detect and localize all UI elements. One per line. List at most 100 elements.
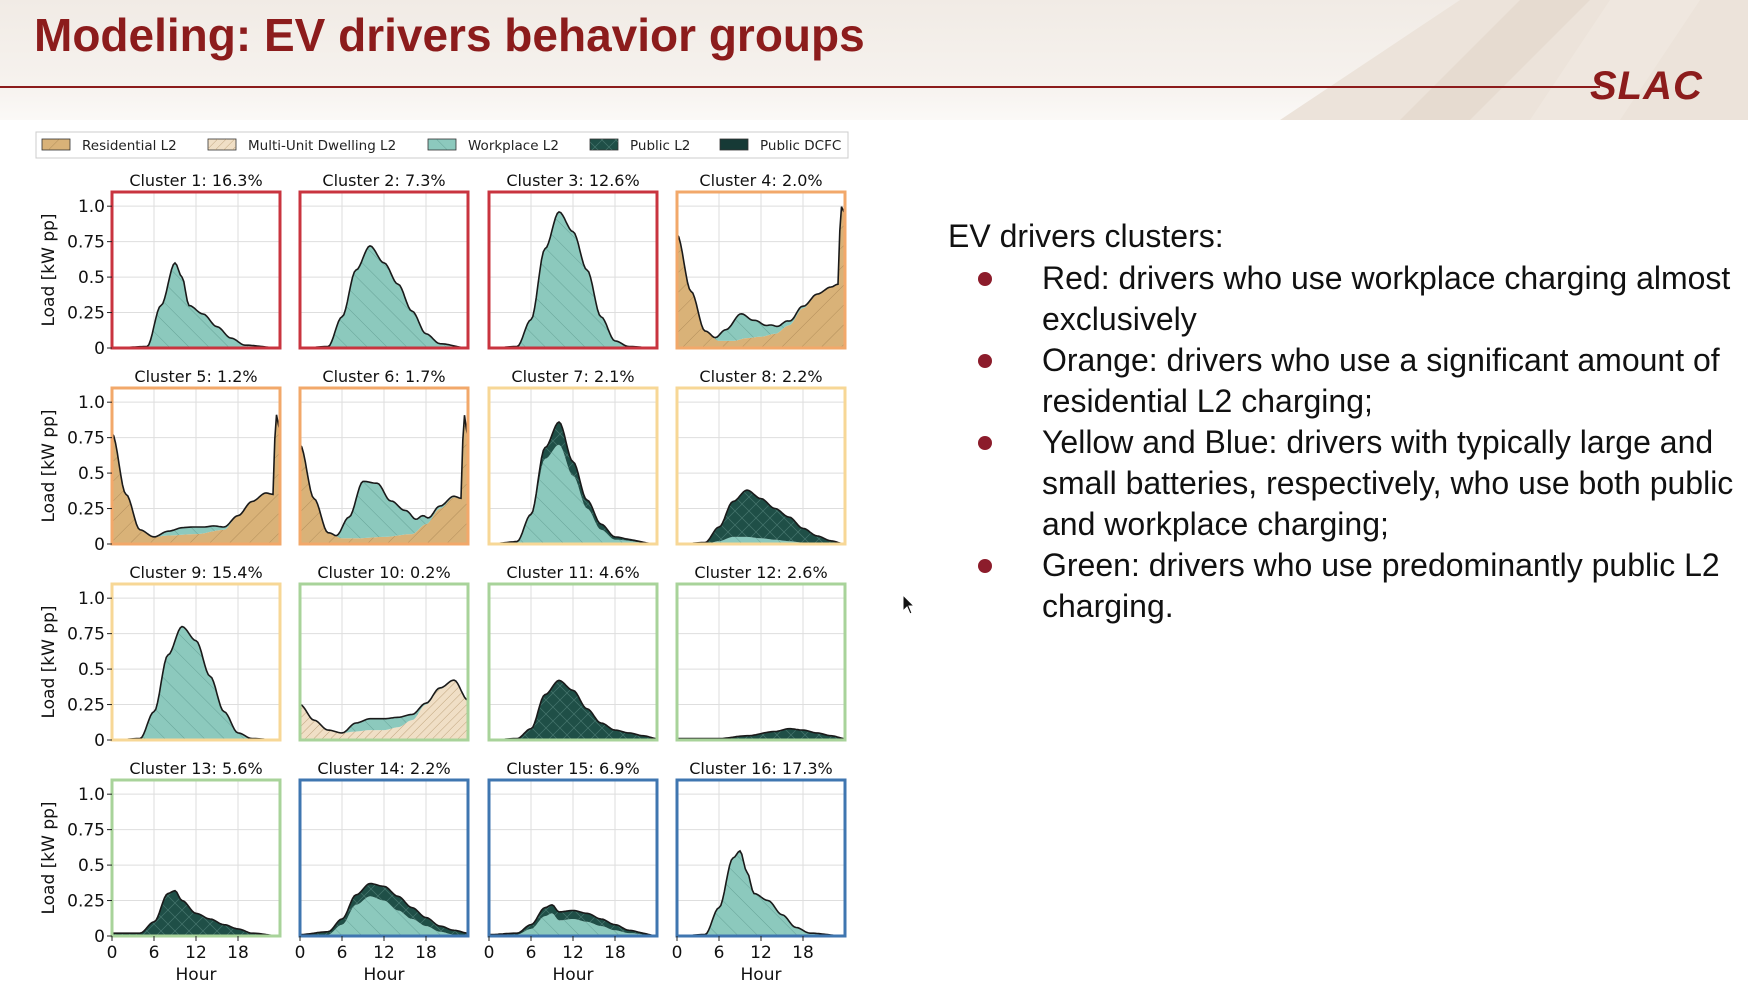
area-workplace-l2-hatch <box>300 415 468 539</box>
bullet-heading: EV drivers clusters: <box>948 218 1224 254</box>
y-tick-label: 0.75 <box>67 821 105 841</box>
y-tick-label: 0.25 <box>67 696 105 716</box>
bullet-text: Orange: drivers who use a significant am… <box>1042 342 1720 419</box>
area-public-l2-hatch <box>300 883 468 936</box>
y-tick-label: 0 <box>94 731 105 751</box>
y-tick-label: 1.0 <box>78 589 105 609</box>
y-tick-label: 0.75 <box>67 625 105 645</box>
y-tick-label: 1.0 <box>78 393 105 413</box>
y-tick-label: 0.25 <box>67 500 105 520</box>
bullet-dot-icon <box>978 354 992 368</box>
x-tick-label: 18 <box>227 943 249 963</box>
chart-panels: Cluster 1: 16.3% 0 0.25 0.5 0.75 1.0 Load [kW … <box>39 171 847 982</box>
area-public-l2-hatch <box>489 904 657 936</box>
cluster-panel: Cluster 2: 7.3% <box>298 171 470 350</box>
x-tick-label: 6 <box>149 943 160 963</box>
total-load-line <box>676 206 846 339</box>
bullet-text: Red: drivers who use workplace charging … <box>1042 260 1731 337</box>
panel-title: Cluster 11: 4.6% <box>506 563 639 582</box>
panel-title: Cluster 16: 17.3% <box>689 759 833 778</box>
area-workplace-l2-hatch <box>677 536 845 544</box>
x-tick-label: 0 <box>295 943 306 963</box>
panel-frame <box>110 582 282 742</box>
panel-frame <box>487 190 659 350</box>
area-workplace-l2-hatch <box>677 850 845 936</box>
x-tick-label: 12 <box>562 943 584 963</box>
panel-frame <box>487 582 659 742</box>
bullet-dot-icon <box>978 272 992 286</box>
y-tick-label: 0.25 <box>67 892 105 912</box>
cluster-panel: Cluster 12: 2.6% <box>675 563 847 742</box>
cluster-panel: Cluster 6: 1.7% <box>298 367 470 546</box>
cluster-panel: Cluster 16: 17.3% 0 6 12 18 Hour <box>672 759 847 982</box>
area-residential-l2-hatch <box>677 206 845 348</box>
y-tick-label: 0.75 <box>67 429 105 449</box>
legend-label: Residential L2 <box>82 138 177 154</box>
x-tick-label: 6 <box>337 943 348 963</box>
bullet-text: Green: drivers who use predominantly pub… <box>1042 547 1720 624</box>
page-title: Modeling: EV drivers behavior groups <box>34 9 865 61</box>
y-axis-label: Load [kW pp] <box>39 801 59 914</box>
y-tick-label: 0.5 <box>78 856 105 876</box>
total-load-line <box>299 882 469 936</box>
x-tick-label: 0 <box>484 943 495 963</box>
legend-label: Public DCFC <box>760 138 841 154</box>
x-tick-label: 0 <box>107 943 118 963</box>
x-tick-label: 18 <box>604 943 626 963</box>
bullet-dot-icon <box>978 559 992 573</box>
legend-label: Multi-Unit Dwelling L2 <box>248 138 396 154</box>
x-tick-label: 12 <box>373 943 395 963</box>
area-workplace-l2-hatch <box>489 444 657 544</box>
panel-title: Cluster 12: 2.6% <box>694 563 827 582</box>
panel-frame <box>487 386 659 546</box>
cluster-panel: Cluster 15: 6.9% 0 6 12 18 Hour <box>484 759 659 982</box>
area-workplace-l2-hatch <box>300 896 468 936</box>
panel-frame <box>298 582 470 742</box>
cluster-panel: Cluster 1: 16.3% 0 0.25 0.5 0.75 1.0 Load [kW … <box>39 171 282 359</box>
slac-logo: SLAC <box>1590 64 1703 108</box>
panel-title: Cluster 3: 12.6% <box>506 171 639 190</box>
cluster-panel: Cluster 14: 2.2% 0 6 12 18 Hour <box>295 759 470 982</box>
panel-title: Cluster 8: 2.2% <box>699 367 822 386</box>
cluster-panel: Cluster 7: 2.1% <box>487 367 659 546</box>
y-tick-label: 0.5 <box>78 660 105 680</box>
x-axis-label: Hour <box>553 965 594 982</box>
y-tick-label: 0.5 <box>78 268 105 288</box>
bullet-text: Yellow and Blue: drivers with typically … <box>1042 424 1734 542</box>
bullet-item: Yellow and Blue: drivers with typically … <box>948 422 1738 545</box>
area-public-l2-hatch <box>489 680 657 740</box>
area-residential-l2-hatch <box>112 414 280 544</box>
area-workplace-l2-hatch <box>300 245 468 348</box>
total-load-line <box>489 903 658 937</box>
panel-title: Cluster 1: 16.3% <box>129 171 262 190</box>
area-workplace-l2-hatch <box>489 211 657 348</box>
cluster-chart-grid: Residential L2 Multi-Unit Dwelling L2 Work… <box>35 131 849 982</box>
x-tick-label: 6 <box>526 943 537 963</box>
mouse-pointer-icon <box>902 594 916 615</box>
x-tick-label: 18 <box>415 943 437 963</box>
total-load-line <box>299 679 469 734</box>
y-tick-label: 0 <box>94 927 105 947</box>
x-axis-label: Hour <box>176 965 217 982</box>
panel-title: Cluster 13: 5.6% <box>129 759 262 778</box>
bullet-item: Orange: drivers who use a significant am… <box>948 340 1738 422</box>
panel-title: Cluster 6: 1.7% <box>322 367 445 386</box>
y-tick-label: 0 <box>94 339 105 359</box>
area-residential-l2-hatch <box>300 415 468 544</box>
panel-frame <box>298 386 470 546</box>
header-band <box>0 0 1748 120</box>
panel-frame <box>298 190 470 350</box>
area-public-l2-hatch <box>677 490 845 544</box>
y-tick-label: 0.5 <box>78 464 105 484</box>
panel-frame <box>110 386 282 546</box>
bullet-dot-icon <box>978 436 992 450</box>
legend-swatch-hatch <box>428 139 456 150</box>
y-axis-label: Load [kW pp] <box>39 213 59 326</box>
x-tick-label: 12 <box>185 943 207 963</box>
x-tick-label: 12 <box>750 943 772 963</box>
x-axis-label: Hour <box>364 965 405 982</box>
cluster-panel: Cluster 8: 2.2% <box>675 367 847 546</box>
area-workplace-l2-hatch <box>300 680 468 733</box>
panel-title: Cluster 2: 7.3% <box>322 171 445 190</box>
legend-label: Public L2 <box>630 138 690 154</box>
